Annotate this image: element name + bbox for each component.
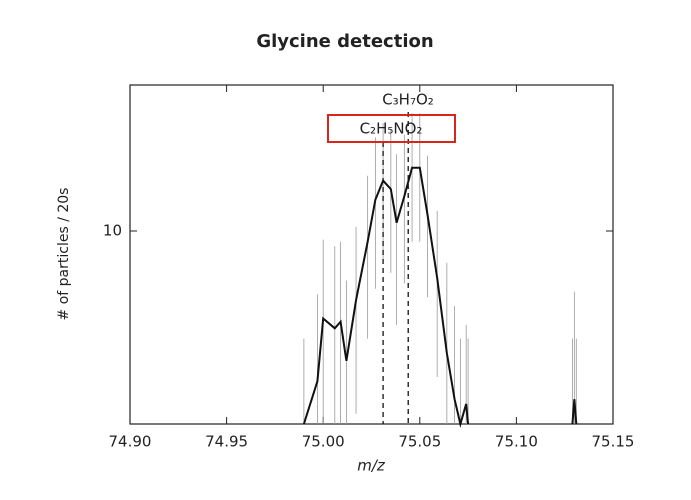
annotation-label: C₂H₅NO₂ [360, 120, 423, 138]
y-tick-label: 10 [103, 221, 122, 239]
x-tick-label: 75.10 [495, 433, 538, 451]
x-axis-label: m/z [357, 457, 386, 475]
annotation-box [327, 114, 456, 143]
plot-frame [129, 84, 614, 425]
x-tick-label: 75.05 [398, 433, 441, 451]
annotation-label: C₃H₇O₂ [382, 91, 434, 109]
data-line [571, 399, 578, 425]
x-tick-label: 74.95 [205, 433, 248, 451]
y-axis-label: # of particles / 20s [56, 188, 72, 321]
data-line [302, 166, 470, 428]
x-tick-label: 75.00 [302, 433, 345, 451]
x-tick-label: 75.15 [592, 433, 635, 451]
chart-title: Glycine detection [256, 31, 433, 52]
x-tick-label: 74.90 [109, 433, 152, 451]
